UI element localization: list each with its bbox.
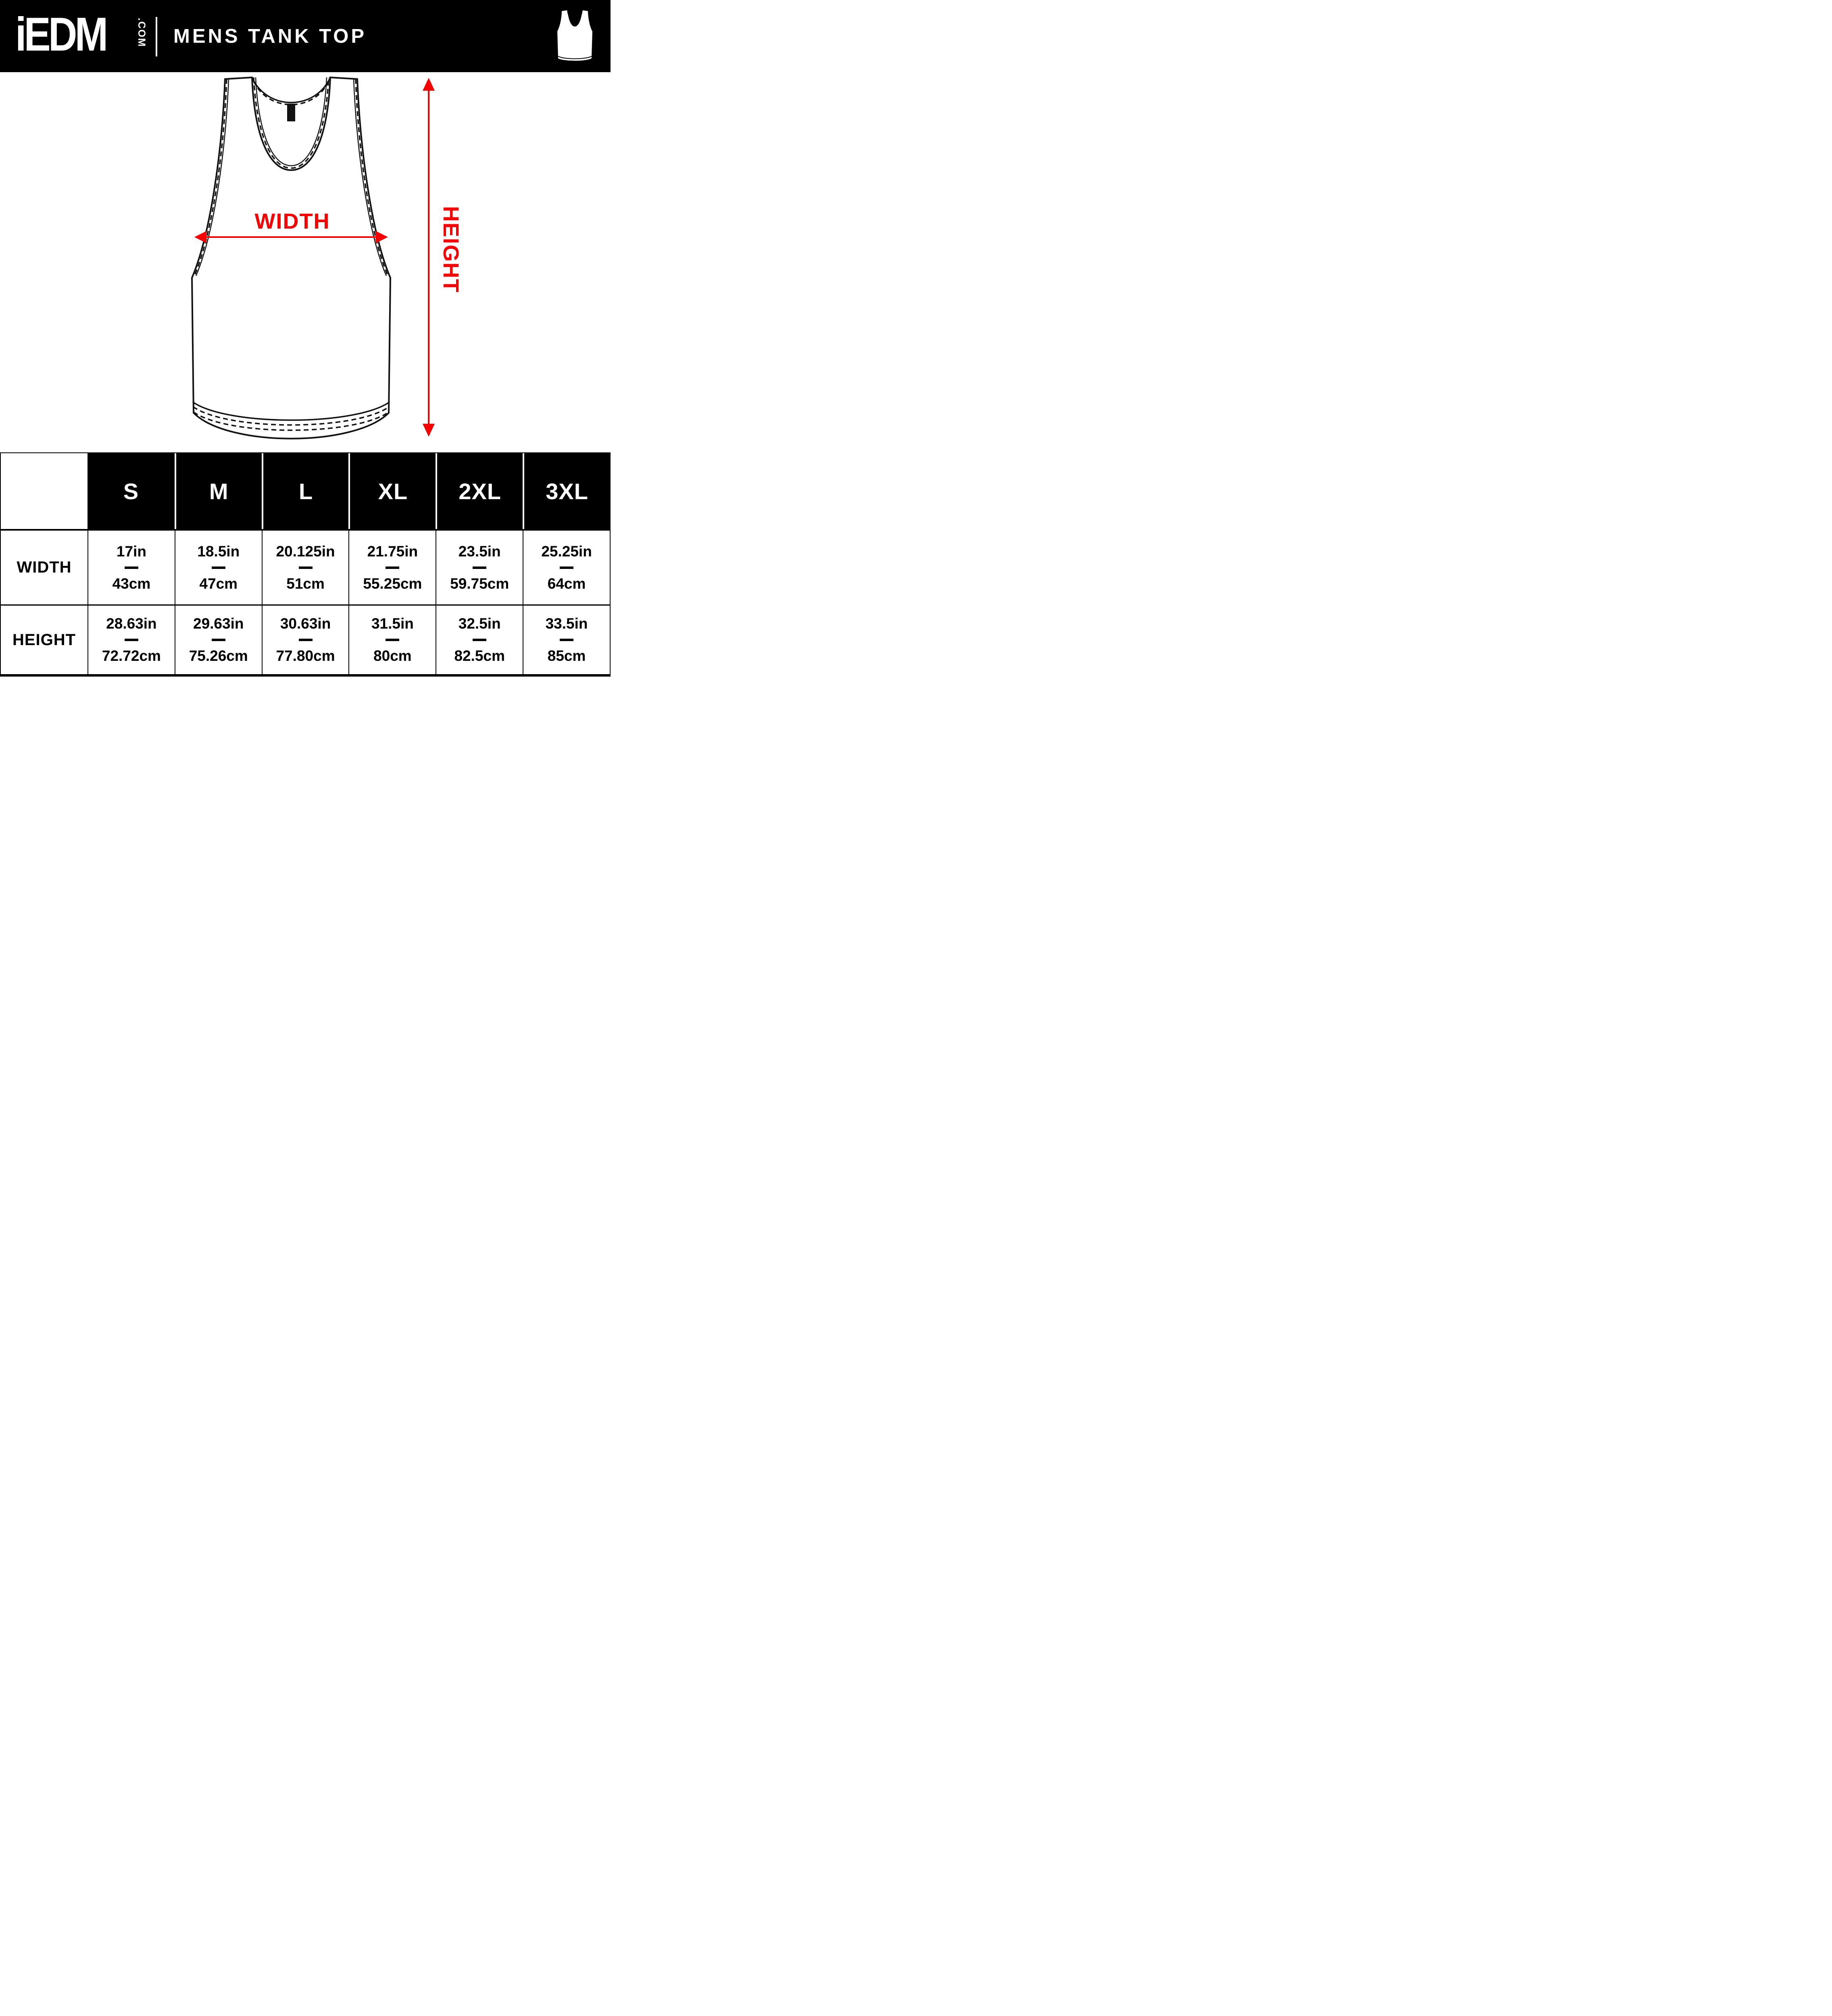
value-divider-bar [560,566,574,569]
height-arrowhead-top [423,78,435,91]
table-corner-cell [1,453,88,529]
value-cm: 77.80cm [276,648,335,664]
row-label-width: WIDTH [1,529,88,604]
size-header-2xl: 2XL [436,453,523,529]
tank-top-drawing [191,77,391,439]
size-header-xl: XL [348,453,436,529]
value-cm: 59.75cm [450,575,509,592]
value-inches: 30.63in [280,615,331,632]
value-cm: 51cm [286,575,325,592]
value-divider-bar [386,639,400,641]
height-value-m: 29.63in 75.26cm [174,604,262,674]
height-value-l: 30.63in 77.80cm [261,604,349,674]
value-inches: 18.5in [197,543,240,560]
size-header-s: S [88,453,175,529]
width-value-l: 20.125in 51cm [261,529,349,604]
value-cm: 72.72cm [102,648,161,664]
height-value-2xl: 32.5in 82.5cm [436,604,523,674]
value-inches: 32.5in [458,615,501,632]
width-annotation: WIDTH [194,209,388,243]
width-value-xl: 21.75in 55.25cm [348,529,436,604]
value-cm: 43cm [112,575,151,592]
value-divider-bar [473,566,487,569]
size-chart-table: S M L XL 2XL 3XL WIDTH 17in 43cm 18.5in … [0,452,611,677]
value-divider-bar [560,639,574,641]
header-divider [156,17,157,56]
width-value-3xl: 25.25in 64cm [523,529,610,604]
value-cm: 85cm [547,648,586,664]
height-value-xl: 31.5in 80cm [348,604,436,674]
width-value-2xl: 23.5in 59.75cm [436,529,523,604]
tank-top-diagram: WIDTH HEIGHT [0,72,611,452]
tank-top-icon [557,10,592,61]
height-label: HEIGHT [439,206,463,293]
value-inches: 20.125in [276,543,335,560]
top-header-bar: iEDM .COM MENS TANK TOP [0,0,611,72]
neck-label-tag [287,104,295,121]
width-arrowhead-left [194,231,206,243]
value-divider-bar [473,639,487,641]
value-cm: 47cm [199,575,238,592]
value-divider-bar [124,639,138,641]
value-inches: 33.5in [545,615,588,632]
width-label: WIDTH [255,209,330,233]
value-divider-bar [386,566,400,569]
value-cm: 75.26cm [189,648,248,664]
value-divider-bar [298,566,313,569]
value-divider-bar [124,566,138,569]
brand-logo-text: iEDM [15,7,108,61]
value-inches: 29.63in [193,615,244,632]
value-inches: 28.63in [106,615,157,632]
width-value-s: 17in 43cm [88,529,175,604]
height-value-3xl: 33.5in 85cm [523,604,610,674]
page-title: MENS TANK TOP [173,25,367,47]
height-annotation: HEIGHT [423,78,463,437]
value-divider-bar [298,639,313,641]
value-cm: 80cm [373,648,412,664]
value-inches: 31.5in [371,615,414,632]
brand-logo-suffix: .COM [136,18,147,48]
value-inches: 23.5in [458,543,501,560]
height-arrowhead-bottom [423,424,435,437]
value-inches: 25.25in [541,543,592,560]
row-label-height: HEIGHT [1,604,88,674]
value-inches: 21.75in [367,543,418,560]
value-divider-bar [211,639,225,641]
height-value-s: 28.63in 72.72cm [88,604,175,674]
width-value-m: 18.5in 47cm [174,529,262,604]
size-header-m: M [174,453,262,529]
value-cm: 82.5cm [454,648,505,664]
value-divider-bar [211,566,225,569]
value-cm: 64cm [547,575,586,592]
size-header-l: L [261,453,349,529]
value-cm: 55.25cm [363,575,422,592]
size-header-3xl: 3XL [523,453,610,529]
width-arrowhead-right [376,231,388,243]
value-inches: 17in [116,543,146,560]
brand-logo: iEDM .COM [15,0,156,72]
